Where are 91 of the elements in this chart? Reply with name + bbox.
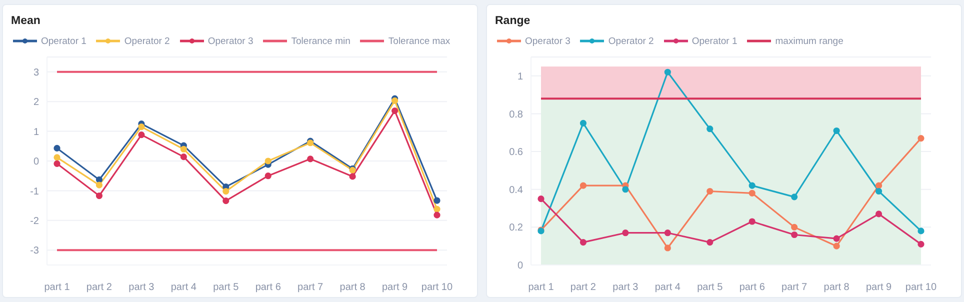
x-tick-label: part 1 [44, 282, 70, 294]
legend-label: maximum range [775, 36, 844, 46]
point [875, 188, 882, 195]
point [791, 194, 798, 200]
y-tick-label: 0.6 [509, 147, 524, 158]
point [791, 231, 798, 238]
legend-label: Operator 3 [525, 36, 570, 46]
y-tick-label: 0.2 [509, 222, 524, 234]
x-tick-label: part 8 [340, 282, 366, 294]
x-tick-label: part 5 [697, 282, 724, 294]
x-tick-label: part 9 [382, 282, 408, 294]
point [434, 212, 440, 218]
point [434, 206, 440, 212]
point [833, 235, 840, 242]
x-tick-label: part 3 [128, 282, 155, 294]
y-tick-label: 2 [33, 97, 40, 108]
point [580, 120, 587, 126]
y-tick-label: 0 [33, 156, 40, 168]
x-tick-label: part 10 [421, 282, 453, 294]
point [222, 198, 230, 204]
x-tick-label: part 7 [298, 282, 324, 294]
legend-label: Operator 1 [41, 36, 86, 46]
point [264, 172, 272, 180]
legend-label: Tolerance min [291, 36, 350, 46]
point [706, 239, 714, 246]
point [706, 188, 714, 195]
point [664, 230, 671, 236]
point [434, 197, 440, 204]
x-tick-label: part 6 [739, 282, 766, 294]
point [138, 124, 145, 130]
legend-label: Operator 1 [692, 36, 738, 46]
x-tick-label: part 8 [824, 282, 850, 294]
y-tick-label: 1 [517, 71, 524, 82]
point [918, 135, 924, 142]
x-tick-label: part 1 [528, 282, 554, 294]
y-tick-label: -1 [30, 186, 40, 198]
x-tick-label: part 7 [782, 282, 808, 294]
point [138, 132, 145, 138]
point [349, 173, 356, 180]
point [307, 156, 314, 162]
point [264, 158, 272, 164]
point [580, 239, 587, 246]
point [664, 244, 671, 252]
point [748, 190, 756, 196]
chart-title: Mean [10, 15, 42, 29]
legend-label: Operator 2 [608, 36, 654, 46]
y-tick-label: 1 [33, 126, 40, 138]
y-tick-label: 0.8 [509, 109, 524, 120]
y-tick-label: -3 [30, 246, 40, 257]
legend-label: Tolerance max [388, 36, 450, 46]
point [706, 126, 714, 132]
point [96, 192, 103, 200]
x-tick-label: part 3 [612, 282, 639, 294]
x-tick-label: part 5 [213, 282, 240, 294]
point [54, 144, 60, 152]
y-tick-label: 0.4 [509, 184, 524, 196]
x-tick-label: part 4 [654, 282, 681, 294]
point [918, 240, 924, 248]
x-tick-label: part 10 [905, 282, 937, 294]
point [748, 218, 756, 225]
point [54, 154, 60, 161]
point [622, 186, 629, 193]
point [791, 224, 798, 230]
point [580, 182, 587, 189]
x-tick-label: part 9 [866, 282, 892, 294]
chart-title: Range [494, 15, 532, 29]
point [180, 146, 187, 152]
y-tick-label: 0 [517, 260, 524, 272]
point [875, 210, 882, 218]
point [833, 127, 840, 134]
point [622, 230, 629, 236]
point [833, 242, 840, 250]
legend-label: Operator 3 [208, 36, 254, 46]
point [180, 154, 187, 160]
point [875, 182, 882, 189]
point [538, 196, 544, 202]
point [96, 182, 103, 188]
x-tick-label: part 2 [570, 282, 596, 294]
point [54, 160, 60, 167]
y-tick-label: -2 [30, 216, 40, 227]
point [918, 228, 924, 234]
x-tick-label: part 2 [86, 282, 112, 294]
point [664, 68, 671, 76]
point [391, 107, 398, 114]
y-tick-label: 3 [33, 67, 40, 78]
x-tick-label: part 6 [255, 282, 282, 294]
point [748, 182, 756, 189]
x-tick-label: part 4 [170, 282, 197, 294]
point [96, 176, 103, 184]
point [222, 188, 230, 195]
legend-label: Operator 2 [124, 36, 170, 46]
